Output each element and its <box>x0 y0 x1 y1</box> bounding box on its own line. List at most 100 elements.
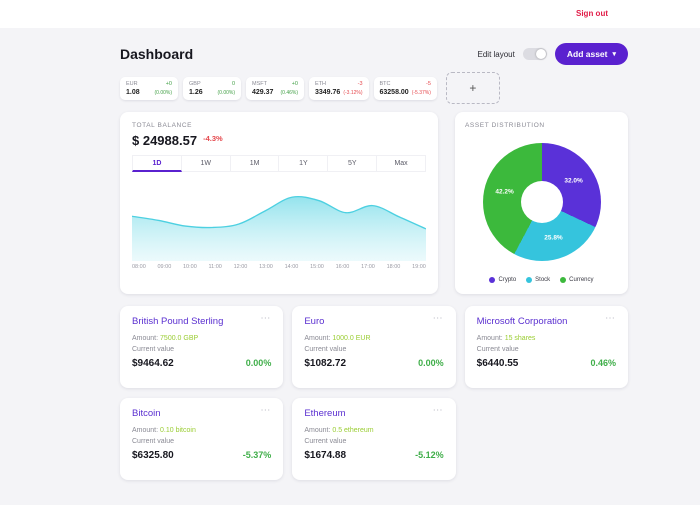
ticker-price: 3349.76 <box>315 88 341 96</box>
donut-chart: 32.0% 25.8% 42.2% <box>482 142 601 261</box>
more-menu-icon[interactable]: ⋯ <box>260 405 272 416</box>
legend-item: Stock <box>526 277 550 283</box>
pie-slice-label: 32.0% <box>564 177 583 185</box>
asset-name: Euro <box>304 316 325 327</box>
ticker-change: -5 <box>426 80 431 87</box>
ticker-percent: (-5.37%) <box>411 89 431 96</box>
balance-value-row: $ 24988.57 -4.3% <box>132 133 426 148</box>
current-value-label: Current value <box>304 346 347 353</box>
asset-name: British Pound Sterling <box>132 316 224 327</box>
asset-card-eur: Euro ⋯ Amount: 1000.0 EUR Current value $… <box>292 306 456 388</box>
asset-value: $6440.55 <box>476 358 519 369</box>
legend-label: Crypto <box>498 277 517 283</box>
sign-out-link[interactable]: Sign out <box>576 9 608 18</box>
amount-label: Amount: <box>132 335 159 342</box>
page-header: Dashboard Edit layout Add asset ▾ <box>120 42 628 66</box>
total-balance-value: $ 24988.57 <box>132 133 198 148</box>
ticker-symbol: EUR <box>126 80 138 87</box>
pie-slice-label: 25.8% <box>544 234 563 242</box>
asset-name: Microsoft Corporation <box>476 316 568 327</box>
line-series <box>132 195 426 230</box>
ticker-symbol: GBP <box>189 80 201 87</box>
asset-value: $1674.88 <box>304 450 347 461</box>
ticker-symbol: ETH <box>315 80 326 87</box>
chevron-down-icon: ▾ <box>612 50 616 58</box>
ticker-symbol: MSFT <box>252 80 267 87</box>
x-axis-labels: 08:00 09:00 10:00 11:00 12:00 13:00 14:00 15:00… <box>132 264 426 270</box>
ticker-change: -3 <box>357 80 363 87</box>
content-container: Dashboard Edit layout Add asset ▾ EUR +0 … <box>120 42 628 480</box>
ticker-card-btc[interactable]: BTC -5 63258.00 (-5.37%) <box>373 76 437 100</box>
edit-layout-toggle[interactable] <box>522 48 547 60</box>
topbar: Sign out <box>0 0 700 28</box>
asset-card-eth: Ethereum ⋯ Amount: 0.5 ethereum Current v… <box>292 398 456 480</box>
asset-card-btc: Bitcoin ⋯ Amount: 0.10 bitcoin Current va… <box>120 398 284 480</box>
area-series <box>132 196 426 261</box>
chart-legend: Crypto Stock Currency <box>465 274 618 284</box>
donut-hole <box>520 180 563 223</box>
legend-label: Stock <box>535 277 551 283</box>
add-asset-label: Add asset <box>566 49 608 59</box>
tab-1y[interactable]: 1Y <box>279 155 329 172</box>
ticker-symbol: BTC <box>379 80 391 87</box>
more-menu-icon[interactable]: ⋯ <box>260 313 272 324</box>
tab-1d[interactable]: 1D <box>132 155 182 172</box>
distribution-card-title: ASSET DISTRIBUTION <box>465 122 545 129</box>
donut-wrap: 32.0% 25.8% 42.2% <box>465 129 618 274</box>
asset-percent: 0.46% <box>590 358 616 368</box>
x-axis-label: 15:00 <box>310 264 324 270</box>
balance-change-percent: -4.3% <box>203 134 223 143</box>
asset-percent: -5.37% <box>242 450 272 460</box>
more-menu-icon[interactable]: ⋯ <box>604 313 616 324</box>
x-axis-label: 09:00 <box>157 264 172 270</box>
plus-icon: + <box>469 81 477 95</box>
tab-1m[interactable]: 1M <box>230 155 280 172</box>
x-axis-label: 17:00 <box>361 264 375 270</box>
ticker-percent: (0.00%) <box>154 89 172 96</box>
edit-layout-label: Edit layout <box>477 49 515 59</box>
amount-value: 0.5 ethereum <box>332 427 374 434</box>
x-axis-label: 10:00 <box>183 264 197 270</box>
amount-value: 0.10 bitcoin <box>160 427 196 434</box>
add-asset-button[interactable]: Add asset ▾ <box>554 43 628 65</box>
amount-label: Amount: <box>304 335 331 342</box>
asset-percent: 0.00% <box>245 358 272 368</box>
x-axis-label: 11:00 <box>208 264 222 270</box>
ticker-change: +0 <box>165 80 172 87</box>
ticker-percent: (0.00%) <box>217 89 235 96</box>
tab-max[interactable]: Max <box>377 155 426 172</box>
amount-label: Amount: <box>304 427 331 434</box>
timeframe-tabs: 1D 1W 1M 1Y 5Y Max <box>132 155 426 172</box>
more-menu-icon[interactable]: ⋯ <box>432 313 444 324</box>
header-actions: Edit layout Add asset ▾ <box>477 43 628 65</box>
pie-slice-label: 42.2% <box>495 188 514 196</box>
x-axis-label: 13:00 <box>259 264 273 270</box>
x-axis-label: 19:00 <box>412 264 426 270</box>
legend-dot <box>489 277 496 283</box>
ticker-price: 1.26 <box>189 88 203 96</box>
ticker-card-gbp[interactable]: GBP 0 1.26 (0.00%) <box>183 76 241 100</box>
current-value-label: Current value <box>304 438 347 445</box>
ticker-card-msft[interactable]: MSFT +0 429.37 (0.46%) <box>246 76 304 100</box>
ticker-change: 0 <box>231 80 235 87</box>
asset-card-msft: Microsoft Corporation ⋯ Amount: 15 shares… <box>464 306 628 388</box>
add-ticker-card[interactable]: + <box>445 72 500 104</box>
x-axis-label: 18:00 <box>386 264 401 270</box>
ticker-card-eur[interactable]: EUR +0 1.08 (0.00%) <box>120 76 178 100</box>
tab-5y[interactable]: 5Y <box>328 155 378 172</box>
page-title: Dashboard <box>120 46 194 62</box>
asset-name: Ethereum <box>304 408 346 419</box>
x-axis-label: 14:00 <box>284 264 299 270</box>
ticker-card-eth[interactable]: ETH -3 3349.76 (-3.12%) <box>309 76 369 100</box>
x-axis-label: 16:00 <box>335 264 350 270</box>
x-axis-label: 12:00 <box>233 264 248 270</box>
tab-1w[interactable]: 1W <box>181 155 231 172</box>
asset-percent: 0.00% <box>418 358 444 368</box>
more-menu-icon[interactable]: ⋯ <box>432 405 444 416</box>
ticker-change: +0 <box>291 80 298 87</box>
asset-distribution-card: ASSET DISTRIBUTION 32.0% 25.8% 42.2% Crypt… <box>455 112 628 294</box>
toggle-knob <box>535 49 546 59</box>
chart-svg <box>132 195 426 261</box>
current-value-label: Current value <box>132 346 175 353</box>
